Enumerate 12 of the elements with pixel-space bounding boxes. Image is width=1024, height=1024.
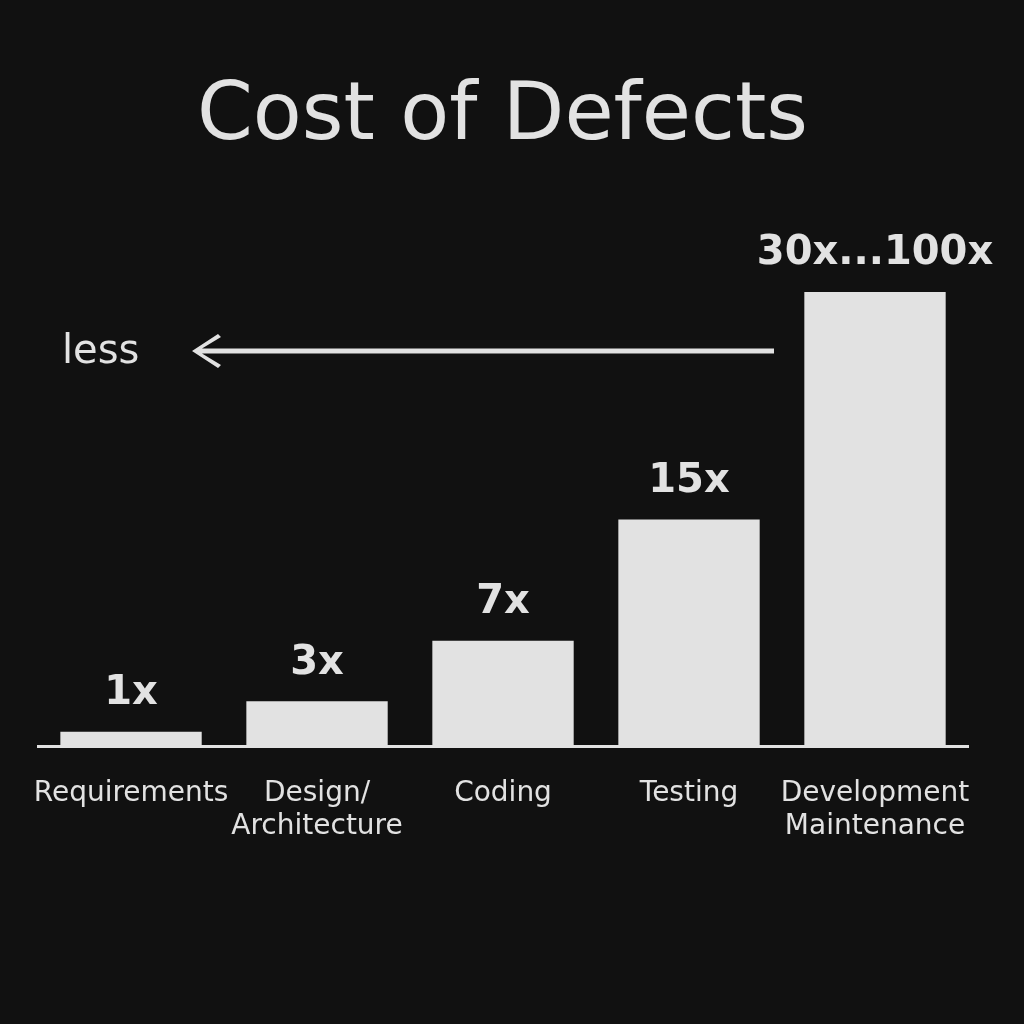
data-label: 1x [104, 667, 159, 714]
data-label: 15x [648, 454, 730, 501]
x-tick-label: Development Maintenance [780, 774, 970, 842]
data-label: 3x [290, 636, 345, 683]
x-tick-label: Testing [638, 774, 739, 808]
annotation: less [62, 326, 140, 372]
data-label: 7x [476, 576, 531, 623]
x-tick-label: Coding [454, 774, 552, 808]
data-label: 30x...100x [756, 227, 994, 274]
x-tick-label: Requirements [33, 774, 229, 808]
x-tick-label: Design/ Architecture [231, 774, 403, 842]
chart-title: Cost of Defects [196, 64, 809, 158]
